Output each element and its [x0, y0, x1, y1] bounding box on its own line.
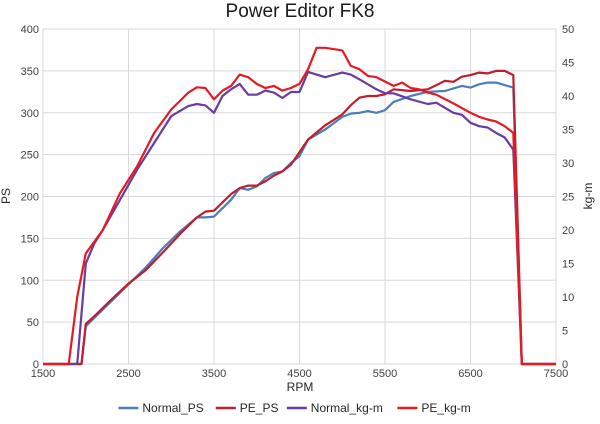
y-tick-label: 350: [21, 66, 39, 78]
series-line-normal-kg-m: [43, 70, 556, 366]
y2-tick-label: 25: [562, 192, 574, 204]
x-tick-label: 6500: [458, 368, 482, 380]
y2-tick-label: 45: [562, 58, 574, 70]
x-tick-label: 5500: [373, 368, 397, 380]
legend-label-pe-kg-m: PE_kg-m: [421, 401, 470, 415]
y-tick-label: 250: [21, 150, 39, 162]
x-axis-label: RPM: [287, 380, 314, 394]
y-tick-label: 0: [33, 359, 39, 371]
y2-tick-label: 50: [562, 24, 574, 36]
y2-tick-label: 35: [562, 125, 574, 137]
legend-label-pe-ps: PE_PS: [240, 401, 279, 415]
series-line-normal-ps: [43, 81, 556, 366]
y-axis-ticks: 0 50 100 150 200 250 300 350 400: [21, 24, 39, 371]
y2-tick-label: 10: [562, 292, 574, 304]
y2-tick-label: 15: [562, 259, 574, 271]
legend-label-normal-ps: Normal_PS: [142, 401, 203, 415]
y2-tick-label: 30: [562, 158, 574, 170]
series-layer: [43, 46, 556, 366]
y2-tick-label: 40: [562, 91, 574, 103]
x-tick-label: 3500: [202, 368, 226, 380]
x-tick-label: 2500: [116, 368, 140, 380]
legend-label-normal-kg-m: Normal_kg-m: [311, 401, 383, 415]
y-tick-label: 50: [27, 317, 39, 329]
y-tick-label: 300: [21, 108, 39, 120]
x-tick-label: 7500: [544, 368, 568, 380]
chart-title: Power Editor FK8: [226, 1, 375, 22]
x-tick-label: 4500: [287, 368, 311, 380]
legend: Normal_PS PE_PS Normal_kg-m PE_kg-m: [118, 401, 471, 415]
y2-tick-label: 5: [562, 326, 568, 338]
y-tick-label: 150: [21, 233, 39, 245]
y2-tick-label: 20: [562, 225, 574, 237]
y2-axis-ticks: 0 5 10 15 20 25 30 35 40 45 50: [562, 24, 574, 371]
series-line-pe-kg-m: [43, 46, 556, 366]
y-axis-label: PS: [0, 188, 13, 204]
y2-axis-label: kg-m: [581, 183, 595, 210]
y-tick-label: 200: [21, 192, 39, 204]
x-tick-label: 1500: [31, 368, 55, 380]
x-axis-ticks: 1500 2500 3500 4500 5500 6500 7500: [31, 368, 568, 380]
grid-lines: [42, 28, 557, 365]
y2-tick-label: 0: [562, 359, 568, 371]
y-tick-label: 400: [21, 24, 39, 36]
series-line-pe-ps: [43, 69, 556, 366]
y-tick-label: 100: [21, 275, 39, 287]
